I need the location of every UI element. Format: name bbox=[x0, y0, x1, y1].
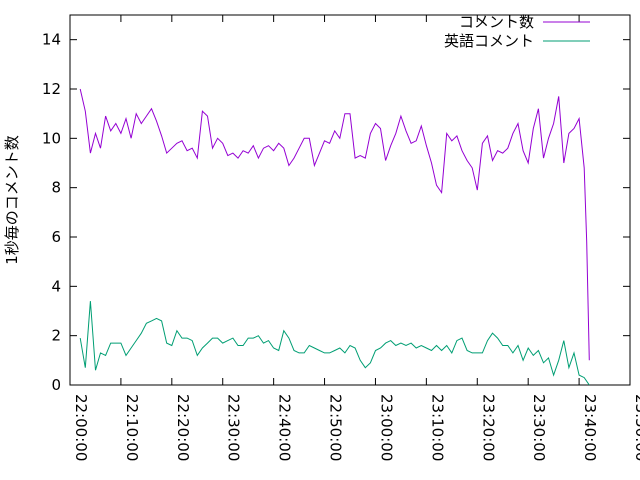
x-tick-label: 23:10:00 bbox=[428, 394, 446, 461]
x-tick-label: 23:20:00 bbox=[479, 394, 497, 461]
legend-label: コメント数 bbox=[459, 13, 534, 31]
series-line-1 bbox=[79, 88, 590, 361]
y-tick-label: 4 bbox=[51, 277, 61, 295]
y-tick-label: 6 bbox=[51, 228, 61, 246]
series-lines bbox=[79, 88, 590, 386]
x-tick-label: 22:50:00 bbox=[327, 394, 345, 461]
x-tick-label: 22:00:00 bbox=[72, 394, 90, 461]
y-tick-label: 8 bbox=[51, 179, 61, 197]
y-tick-label: 14 bbox=[42, 31, 61, 49]
y-tick-label: 2 bbox=[51, 327, 61, 345]
x-tick-label: 23:40:00 bbox=[581, 394, 599, 461]
legend-label: 英語コメント bbox=[444, 32, 534, 50]
x-tick-label: 23:00:00 bbox=[377, 394, 395, 461]
x-tick-label: 23:50:00 bbox=[632, 394, 640, 461]
plot-frame bbox=[69, 14, 631, 386]
x-tick-label: 23:30:00 bbox=[530, 394, 548, 461]
x-axis: 22:00:00 22:10:00 22:20:00 22:30:00 22:40:00… bbox=[69, 15, 640, 461]
x-tick-label: 22:10:00 bbox=[123, 394, 141, 461]
series-line-2 bbox=[79, 301, 590, 386]
x-tick-label: 22:30:00 bbox=[225, 394, 243, 461]
y-axis-label: 1秒毎のコメント数 bbox=[3, 135, 21, 265]
y-tick-label: 0 bbox=[51, 376, 61, 394]
y-tick-label: 12 bbox=[42, 80, 61, 98]
x-tick-label: 22:40:00 bbox=[276, 394, 294, 461]
y-tick-label: 10 bbox=[42, 129, 61, 147]
y-axis: 0 2 4 6 8 10 12 14 bbox=[42, 31, 630, 394]
x-tick-label: 22:20:00 bbox=[174, 394, 192, 461]
